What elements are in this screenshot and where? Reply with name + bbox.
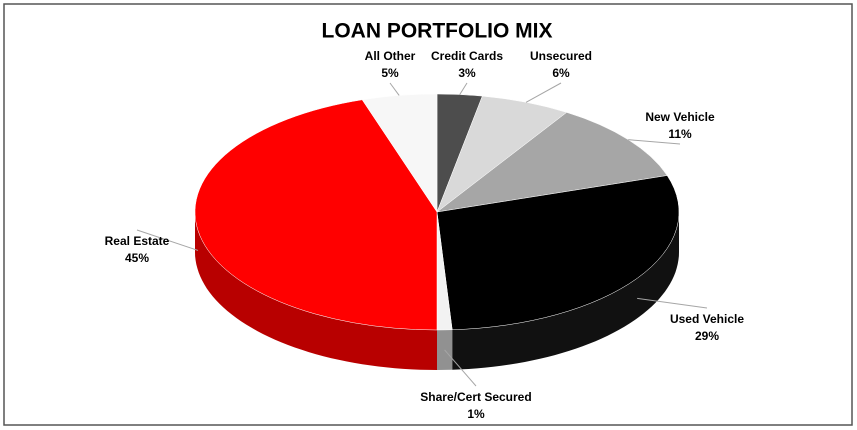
slice-value-label: 3% xyxy=(458,66,476,80)
leader-line xyxy=(389,82,400,96)
leader-line xyxy=(637,297,708,309)
slice xyxy=(194,99,438,331)
slice-label: Credit Cards xyxy=(431,49,503,63)
slice-side xyxy=(437,329,453,370)
leader-line xyxy=(136,229,199,251)
slice-label: All Other xyxy=(365,49,416,63)
leader-line xyxy=(628,139,681,145)
slice xyxy=(436,175,680,331)
leader-line xyxy=(459,82,468,95)
slice-value-label: 29% xyxy=(695,329,719,343)
slice xyxy=(436,112,668,213)
slice-label: Real Estate xyxy=(105,234,170,248)
slice-value-label: 1% xyxy=(467,407,485,421)
leader-line xyxy=(444,349,477,387)
slice-label: Share/Cert Secured xyxy=(420,390,531,404)
slice xyxy=(361,93,438,213)
slice-label: Unsecured xyxy=(530,49,592,63)
slice-side xyxy=(195,212,437,370)
slice-label: New Vehicle xyxy=(645,110,715,124)
slice-value-label: 45% xyxy=(125,251,149,265)
slice-value-label: 6% xyxy=(552,66,570,80)
slice-label: Used Vehicle xyxy=(670,312,744,326)
slice-value-label: 5% xyxy=(381,66,399,80)
chart-title: LOAN PORTFOLIO MIX xyxy=(322,20,553,43)
leader-line xyxy=(525,82,562,103)
slice-value-label: 11% xyxy=(668,127,692,141)
slice-side xyxy=(452,212,679,370)
